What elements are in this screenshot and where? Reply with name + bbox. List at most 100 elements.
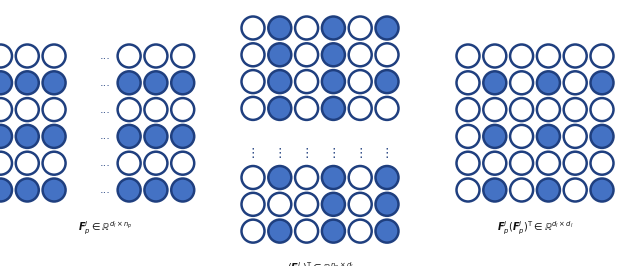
Circle shape	[16, 44, 39, 68]
Circle shape	[172, 71, 194, 94]
Circle shape	[591, 71, 614, 94]
Text: ⋮: ⋮	[354, 147, 367, 160]
Circle shape	[268, 220, 291, 243]
Circle shape	[483, 125, 506, 148]
Circle shape	[483, 178, 506, 202]
Circle shape	[510, 71, 533, 94]
Circle shape	[241, 166, 264, 189]
Circle shape	[0, 125, 12, 148]
Circle shape	[376, 70, 399, 93]
Circle shape	[456, 125, 479, 148]
Text: ⋮: ⋮	[381, 147, 393, 160]
Circle shape	[268, 70, 291, 93]
Circle shape	[456, 98, 479, 121]
Circle shape	[145, 71, 168, 94]
Circle shape	[16, 178, 39, 202]
Circle shape	[118, 71, 141, 94]
Circle shape	[172, 152, 194, 175]
Circle shape	[241, 70, 264, 93]
Circle shape	[376, 193, 399, 216]
Circle shape	[145, 44, 168, 68]
Circle shape	[537, 178, 560, 202]
Circle shape	[349, 43, 372, 66]
Circle shape	[43, 44, 65, 68]
Circle shape	[295, 16, 318, 39]
Circle shape	[118, 44, 141, 68]
Circle shape	[564, 98, 587, 121]
Circle shape	[510, 125, 533, 148]
Circle shape	[322, 16, 345, 39]
Circle shape	[295, 220, 318, 243]
Text: ⋮: ⋮	[327, 147, 340, 160]
Circle shape	[322, 166, 345, 189]
Circle shape	[0, 44, 12, 68]
Circle shape	[510, 98, 533, 121]
Circle shape	[349, 97, 372, 120]
Circle shape	[591, 178, 614, 202]
Circle shape	[322, 220, 345, 243]
Circle shape	[295, 193, 318, 216]
Circle shape	[241, 97, 264, 120]
Circle shape	[118, 125, 141, 148]
Text: $\boldsymbol{F}_p^l(\boldsymbol{F}_p^l)^{\mathrm{T}} \in \mathbb{R}^{d_l \times : $\boldsymbol{F}_p^l(\boldsymbol{F}_p^l)^…	[497, 219, 573, 237]
Circle shape	[483, 71, 506, 94]
Circle shape	[241, 220, 264, 243]
Circle shape	[241, 43, 264, 66]
Text: ...: ...	[100, 185, 111, 195]
Text: ...: ...	[100, 158, 111, 168]
Text: ...: ...	[100, 131, 111, 142]
Text: $(\boldsymbol{F}_p^l)^{\mathrm{T}} \in \mathbb{R}^{n_p \times d_l}$: $(\boldsymbol{F}_p^l)^{\mathrm{T}} \in \…	[287, 261, 353, 266]
Circle shape	[295, 43, 318, 66]
Circle shape	[349, 193, 372, 216]
Circle shape	[145, 98, 168, 121]
Circle shape	[349, 166, 372, 189]
Circle shape	[322, 97, 345, 120]
Text: ...: ...	[100, 78, 111, 88]
Circle shape	[16, 152, 39, 175]
Circle shape	[349, 220, 372, 243]
Circle shape	[456, 178, 479, 202]
Text: ⋮: ⋮	[300, 147, 313, 160]
Circle shape	[564, 152, 587, 175]
Circle shape	[537, 98, 560, 121]
Circle shape	[537, 71, 560, 94]
Circle shape	[16, 98, 39, 121]
Circle shape	[295, 70, 318, 93]
Circle shape	[0, 98, 12, 121]
Text: ...: ...	[100, 51, 111, 61]
Circle shape	[43, 125, 65, 148]
Circle shape	[322, 193, 345, 216]
Circle shape	[16, 125, 39, 148]
Circle shape	[591, 125, 614, 148]
Circle shape	[456, 44, 479, 68]
Circle shape	[295, 166, 318, 189]
Circle shape	[268, 166, 291, 189]
Circle shape	[118, 178, 141, 202]
Circle shape	[268, 97, 291, 120]
Circle shape	[145, 125, 168, 148]
Circle shape	[483, 44, 506, 68]
Circle shape	[0, 71, 12, 94]
Circle shape	[376, 166, 399, 189]
Circle shape	[537, 152, 560, 175]
Circle shape	[537, 44, 560, 68]
Circle shape	[0, 178, 12, 202]
Circle shape	[145, 152, 168, 175]
Circle shape	[43, 71, 65, 94]
Circle shape	[537, 125, 560, 148]
Circle shape	[483, 98, 506, 121]
Circle shape	[483, 152, 506, 175]
Circle shape	[118, 152, 141, 175]
Text: ⋮: ⋮	[247, 147, 259, 160]
Circle shape	[172, 178, 194, 202]
Circle shape	[268, 43, 291, 66]
Circle shape	[564, 178, 587, 202]
Circle shape	[241, 16, 264, 39]
Circle shape	[376, 220, 399, 243]
Circle shape	[376, 43, 399, 66]
Circle shape	[118, 98, 141, 121]
Circle shape	[564, 71, 587, 94]
Text: $\boldsymbol{F}_p^l \in \mathbb{R}^{d_l \times n_p}$: $\boldsymbol{F}_p^l \in \mathbb{R}^{d_l …	[78, 219, 132, 237]
Circle shape	[322, 43, 345, 66]
Circle shape	[591, 44, 614, 68]
